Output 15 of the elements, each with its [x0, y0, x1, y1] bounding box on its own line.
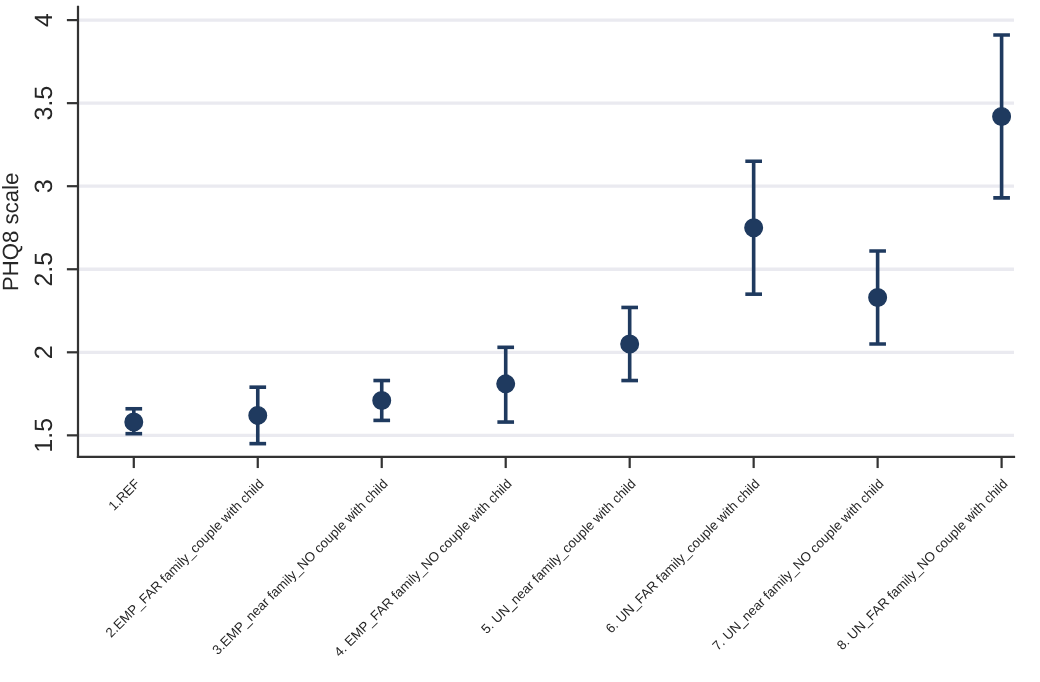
- point: [372, 390, 392, 410]
- y-tick-label: 4: [34, 13, 52, 27]
- y-tick-label: 3.5: [34, 86, 53, 120]
- point: [248, 405, 268, 425]
- point: [868, 287, 888, 307]
- y-tick-label: 2.5: [34, 252, 53, 286]
- y-axis-title: PHQ8 scale: [2, 173, 23, 290]
- y-tick-label: 3: [34, 180, 53, 193]
- point: [744, 218, 764, 238]
- y-tick-label: 2: [34, 346, 52, 358]
- y-tick-label: 1.5: [34, 419, 53, 451]
- point: [496, 374, 516, 394]
- point: [992, 106, 1012, 126]
- point: [620, 334, 640, 354]
- point: [124, 412, 144, 432]
